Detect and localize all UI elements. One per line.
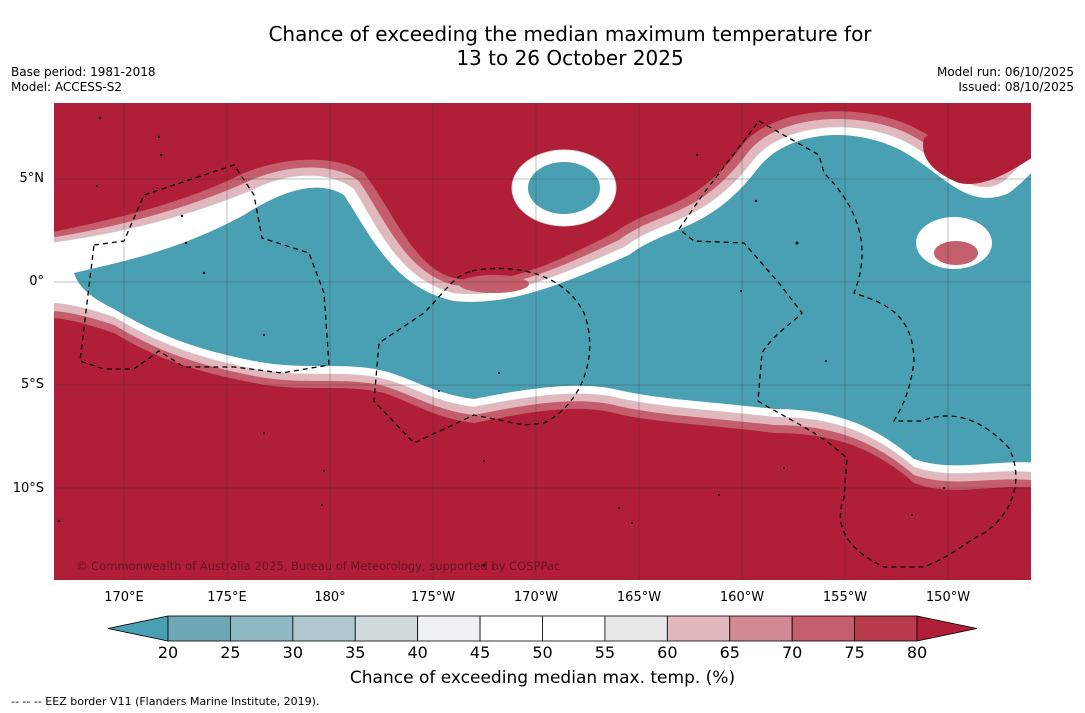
colorbar-cell <box>854 615 918 642</box>
graticule <box>54 103 1031 580</box>
colorbar-tick: 70 <box>781 643 803 662</box>
lon-label-170w: 170°W <box>513 590 559 605</box>
colorbar-extend-high <box>916 615 978 642</box>
lon-label-175w: 175°W <box>410 590 456 605</box>
meta-left: Base period: 1981-2018 Model: ACCESS-S2 <box>11 65 156 95</box>
eez-borders <box>79 120 1017 568</box>
colorbar-cell <box>666 615 731 642</box>
model-name: Model: ACCESS-S2 <box>11 80 123 94</box>
colorbar-cell <box>292 615 356 642</box>
colorbar-tick: 25 <box>220 643 241 662</box>
islands <box>57 116 945 567</box>
copyright-notice: © Commonwealth of Australia 2025, Bureau… <box>76 559 560 573</box>
colorbar-tick: 65 <box>719 643 740 662</box>
eez-legend-note: -- -- -- EEZ border V11 (Flanders Marine… <box>11 695 320 708</box>
issued-date: Issued: 08/10/2025 <box>958 80 1074 94</box>
lat-label-0: 0° <box>29 274 44 289</box>
lon-label-155w: 155°W <box>822 590 868 605</box>
colorbar-cell <box>230 615 294 642</box>
lon-label-175e: 175°E <box>207 590 247 605</box>
meta-right: Model run: 06/10/2025 Issued: 08/10/2025 <box>937 65 1074 95</box>
colorbar-tick: 80 <box>906 643 928 662</box>
map-title: Chance of exceeding the median maximum t… <box>0 22 1085 70</box>
warm-patch-east <box>934 241 978 265</box>
model-run: Model run: 06/10/2025 <box>936 65 1074 79</box>
colorbar-cell <box>479 615 543 642</box>
colorbar-tick: 60 <box>657 643 678 662</box>
warm-patch <box>459 275 529 293</box>
colorbar-cell <box>791 615 855 642</box>
colorbar-tick: 55 <box>594 643 616 662</box>
title-line-1: Chance of exceeding the median maximum t… <box>268 22 872 46</box>
colorbar-cell <box>542 615 606 642</box>
title-line-2: 13 to 26 October 2025 <box>456 46 684 70</box>
lon-label-180: 180° <box>314 590 346 605</box>
colorbar-tick: 40 <box>407 643 428 662</box>
colorbar-extend-low <box>107 615 169 642</box>
colorbar-cell <box>167 615 231 642</box>
lon-label-170e: 170°E <box>104 590 144 605</box>
lat-label-10s: 10°S <box>12 481 44 496</box>
colorbar-cell <box>354 615 419 642</box>
colorbar-title: Chance of exceeding median max. temp. (%… <box>349 668 736 688</box>
lat-label-5n: 5°N <box>19 171 45 186</box>
colorbar-tick: 35 <box>345 643 366 662</box>
colorbar-cell <box>417 615 481 642</box>
lat-label-5s: 5°S <box>20 377 44 392</box>
colorbar-cell <box>604 615 668 642</box>
colorbar <box>107 615 978 642</box>
colorbar-tick: 20 <box>157 643 179 662</box>
colorbar-tick: 30 <box>282 643 303 662</box>
probability-map: © Commonwealth of Australia 2025, Bureau… <box>54 103 1031 580</box>
base-period: Base period: 1981-2018 <box>11 65 156 79</box>
lon-label-150w: 150°W <box>925 590 971 605</box>
below-median-region <box>74 135 1031 466</box>
cool-patch <box>528 162 600 214</box>
lon-label-165w: 165°W <box>616 590 662 605</box>
colorbar-tick: 50 <box>532 643 553 662</box>
lon-label-160w: 160°W <box>719 590 765 605</box>
warm-patch-ne <box>923 118 1031 184</box>
colorbar-tick: 75 <box>844 643 865 662</box>
colorbar-cell <box>729 615 793 642</box>
colorbar-tick: 45 <box>469 643 491 662</box>
